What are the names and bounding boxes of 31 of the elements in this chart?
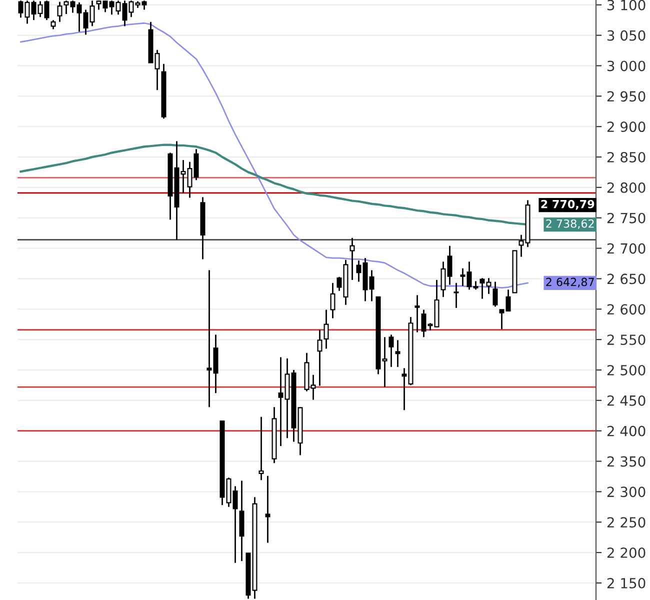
y-tick-label: 2 700 (607, 243, 646, 254)
y-tick-label: 2 500 (607, 364, 646, 376)
text: 2 770,79 (541, 200, 594, 210)
y-tick-label: 2 150 (607, 578, 646, 588)
candlestick (50, 19, 56, 30)
y-tick-label: 2 200 (607, 548, 646, 558)
candlestick (454, 282, 459, 309)
candlestick (388, 334, 394, 368)
line-series (20, 22, 528, 289)
y-tick-label: 2 800 (607, 182, 646, 193)
candlestick (395, 339, 400, 368)
text: 2 642,87 (546, 278, 594, 288)
y-tick-label: 2 400 (607, 426, 646, 436)
y-tick-label: 2 350 (607, 456, 646, 467)
y-tick-label: 3 000 (607, 60, 646, 72)
y-tick-label: 2 650 (607, 274, 646, 284)
y-tick-label: 2 450 (607, 395, 646, 406)
y-tick-label: 2 750 (607, 212, 646, 224)
y-tick-label: 2 550 (607, 334, 646, 346)
y-tick-label: 2 900 (607, 122, 646, 132)
y-tick-label: 3 050 (607, 30, 646, 41)
candlestick (265, 475, 270, 544)
y-tick-label: 2 250 (607, 517, 646, 528)
y-tick-label: 2 950 (607, 91, 646, 102)
y-tick-label: 3 100 (607, 0, 646, 10)
y-tick-label: 2 600 (607, 304, 646, 315)
y-tick-label: 2 300 (607, 486, 646, 498)
candlestick (414, 294, 420, 333)
candlestick (492, 281, 498, 308)
text: 2 738,62 (546, 219, 594, 229)
y-tick-label: 2 850 (607, 152, 646, 162)
